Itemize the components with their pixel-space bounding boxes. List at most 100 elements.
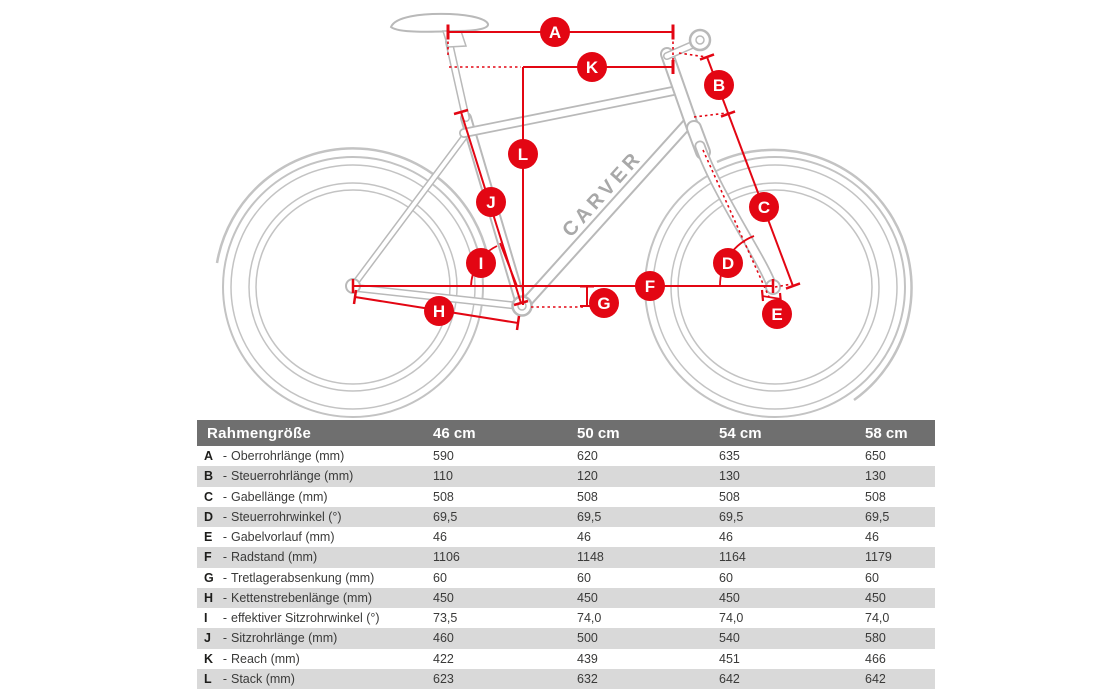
measurement-lines <box>351 24 801 331</box>
header-size-54: 54 cm <box>719 424 762 442</box>
cell-value: 450 <box>433 590 454 605</box>
table-row: A - Oberrohrlänge (mm) 590 620 635 650 <box>197 446 935 467</box>
table-row: E - Gabelvorlauf (mm) 46 46 46 46 <box>197 527 935 548</box>
label-L: L <box>508 139 538 169</box>
svg-text:F: F <box>645 277 655 296</box>
row-letter: F <box>204 550 212 565</box>
cell-value: 635 <box>719 449 740 464</box>
cell-value: 580 <box>865 631 886 646</box>
row-label: Tretlagerabsenkung (mm) <box>231 570 375 585</box>
cell-value: 60 <box>577 570 591 585</box>
table-row: H - Kettenstrebenlänge (mm) 450 450 450 45… <box>197 587 935 608</box>
cell-value: 46 <box>865 530 879 545</box>
cell-value: 508 <box>433 489 454 504</box>
row-letter: L <box>204 671 212 686</box>
cell-value: 620 <box>577 449 598 464</box>
cell-value: 450 <box>719 590 740 605</box>
cell-value: 69,5 <box>577 509 602 524</box>
header-size-46: 46 cm <box>433 424 476 442</box>
measure-F <box>351 279 775 293</box>
cell-value: 590 <box>433 449 454 464</box>
header-size-label: Rahmengröße <box>207 424 312 442</box>
cell-value: 74,0 <box>865 611 890 626</box>
table-row: K - Reach (mm) 422 439 451 466 <box>197 648 935 669</box>
front-fender <box>716 148 913 402</box>
row-separator: - <box>222 631 228 646</box>
cell-value: 642 <box>865 671 886 686</box>
row-separator: - <box>222 449 228 464</box>
header-size-58: 58 cm <box>865 424 908 442</box>
svg-text:J: J <box>486 193 495 212</box>
row-separator: - <box>222 469 228 484</box>
row-label: Stack (mm) <box>231 671 295 686</box>
row-separator: - <box>222 550 228 565</box>
cell-value: 60 <box>433 570 447 585</box>
svg-text:G: G <box>597 294 610 313</box>
cell-value: 508 <box>865 489 886 504</box>
cell-value: 422 <box>433 651 454 666</box>
table-row: C - Gabellänge (mm) 508 508 508 508 <box>197 486 935 507</box>
label-F: F <box>635 271 665 301</box>
cell-value: 1106 <box>433 550 460 565</box>
label-D: D <box>713 248 743 278</box>
cell-value: 69,5 <box>719 509 744 524</box>
cell-value: 46 <box>577 530 591 545</box>
measure-K <box>449 60 675 74</box>
row-label: Steuerrohrlänge (mm) <box>231 469 354 484</box>
cell-value: 74,0 <box>577 611 602 626</box>
row-letter: D <box>204 509 214 524</box>
svg-text:K: K <box>586 58 599 77</box>
cell-value: 110 <box>433 469 453 484</box>
cell-value: 60 <box>865 570 879 585</box>
row-label: Steuerrohrwinkel (°) <box>231 509 342 524</box>
cell-value: 450 <box>865 590 886 605</box>
row-separator: - <box>222 530 228 545</box>
cell-value: 74,0 <box>719 611 744 626</box>
cell-value: 466 <box>865 651 886 666</box>
row-label: Oberrohrlänge (mm) <box>231 449 345 464</box>
table-row: L - Stack (mm) 623 632 642 642 <box>197 668 935 689</box>
table-row: F - Radstand (mm) 1106 1148 1164 1179 <box>197 547 935 568</box>
rear-fender <box>215 147 491 264</box>
cell-value: 508 <box>719 489 740 504</box>
cell-value: 451 <box>719 651 740 666</box>
row-label: Sitzrohrlänge (mm) <box>231 631 338 646</box>
cell-value: 73,5 <box>433 611 458 626</box>
brand-logo: CARVER <box>558 146 647 241</box>
table-row: G - Tretlagerabsenkung (mm) 60 60 60 60 <box>197 567 935 588</box>
cell-value: 632 <box>577 671 598 686</box>
cell-value: 450 <box>577 590 598 605</box>
geometry-table: Rahmengröße 46 cm 50 cm 54 cm 58 cm A - Ob… <box>197 420 935 689</box>
table-header: Rahmengröße 46 cm 50 cm 54 cm 58 cm <box>197 420 935 446</box>
cell-value: 460 <box>433 631 454 646</box>
svg-text:B: B <box>713 76 725 95</box>
svg-text:C: C <box>758 198 770 217</box>
svg-text:H: H <box>433 302 445 321</box>
table-row: J - Sitzrohrlänge (mm) 460 500 540 580 <box>197 628 935 649</box>
row-letter: E <box>204 530 213 545</box>
row-separator: - <box>222 671 228 686</box>
row-letter: J <box>204 631 211 646</box>
cell-value: 439 <box>577 651 598 666</box>
label-J: J <box>476 187 506 217</box>
svg-text:E: E <box>771 305 782 324</box>
cell-value: 69,5 <box>433 509 458 524</box>
row-separator: - <box>222 611 228 626</box>
svg-text:A: A <box>549 23 561 42</box>
measure-labels: A B C D E F G H I J K L <box>424 17 792 329</box>
row-letter: I <box>204 611 208 626</box>
cell-value: 508 <box>577 489 598 504</box>
saddle <box>389 12 489 33</box>
row-letter: B <box>204 469 214 484</box>
cell-value: 1148 <box>577 550 604 565</box>
cell-value: 60 <box>719 570 733 585</box>
svg-text:I: I <box>479 254 484 273</box>
row-letter: C <box>204 489 214 504</box>
label-A: A <box>540 17 570 47</box>
header-size-50: 50 cm <box>577 424 620 442</box>
label-I: I <box>466 248 496 278</box>
cell-value: 130 <box>719 469 740 484</box>
svg-text:L: L <box>518 145 528 164</box>
cell-value: 500 <box>577 631 598 646</box>
